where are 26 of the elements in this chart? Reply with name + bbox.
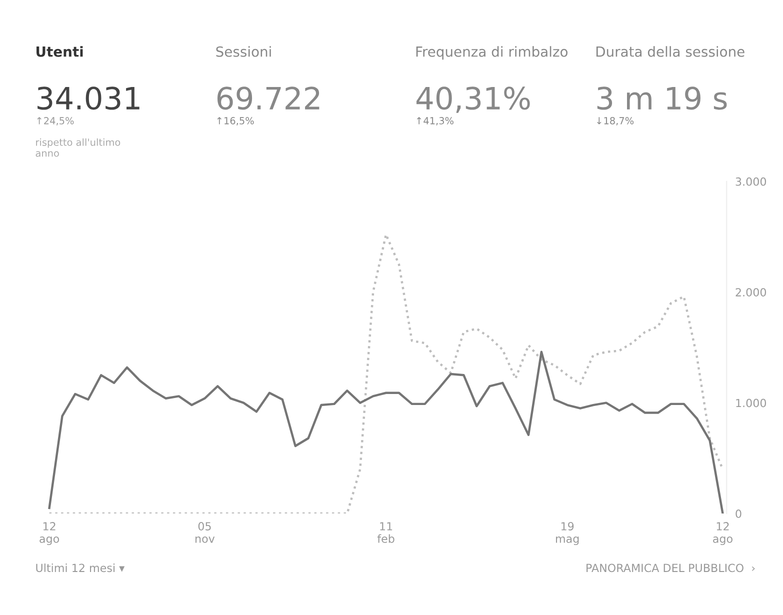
text: ↑41,3% xyxy=(416,117,454,126)
text: rispetto all'ultimo anno xyxy=(36,138,120,157)
x-tick-label: 11 feb xyxy=(377,522,394,543)
text: Utenti xyxy=(36,46,83,57)
x-tick-label: 19 mag xyxy=(556,522,579,546)
y-tick-label: 2.000 xyxy=(736,288,766,297)
y-tick-label: 0 xyxy=(736,510,742,518)
text: ↓18,7% xyxy=(597,117,634,126)
text: ↑16,5% xyxy=(217,117,254,126)
text: Ultimi 12 mesi ▾ xyxy=(36,564,125,572)
y-tick-label: 3.000 xyxy=(736,177,766,186)
x-tick-label: 05 nov xyxy=(196,522,215,543)
text: 34.031 xyxy=(38,86,140,110)
text: PANORAMICA DEL PUBBLICO › xyxy=(586,564,755,572)
text: 69.722 xyxy=(217,86,320,110)
text: 3 m 19 s xyxy=(597,86,727,110)
text: Sessioni xyxy=(216,46,271,57)
y-tick-label: 1.000 xyxy=(736,398,766,408)
line-series xyxy=(48,233,724,514)
text: Durata della sessione xyxy=(596,46,744,57)
text: ↑24,5% xyxy=(37,117,74,126)
line-series xyxy=(48,350,724,514)
text: Frequenza di rimbalzo xyxy=(416,46,568,60)
x-tick-label: 12 ago xyxy=(40,522,60,546)
text: 40,31% xyxy=(416,86,530,113)
x-tick-label: 12 ago xyxy=(713,522,732,546)
